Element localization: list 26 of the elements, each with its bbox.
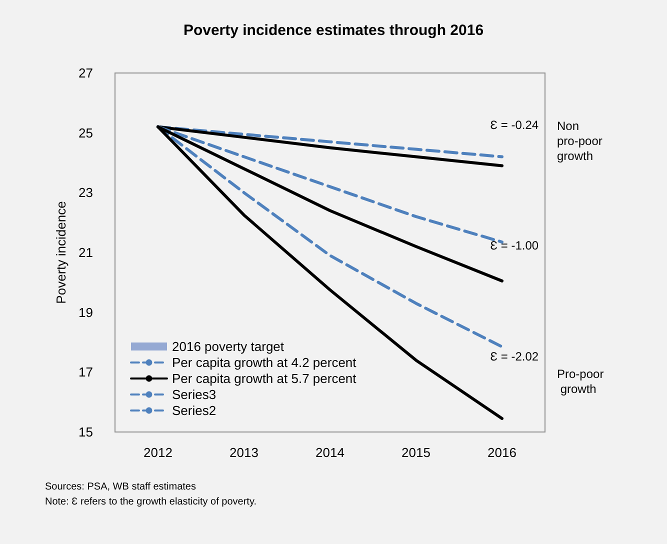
text: Note: Ɛ refers to the growth elasticity of poverty. [45, 496, 256, 508]
y-axis-title: Poverty incidence [54, 201, 69, 304]
y-tick-label: 19 [78, 304, 93, 320]
x-tick-label: 2016 [488, 445, 516, 460]
x-tick-label: 2014 [316, 445, 344, 460]
legend-label: Series2 [172, 403, 216, 418]
annotation: Ɛ = -1.00 [490, 238, 539, 252]
text: Non pro-poor growth [557, 119, 606, 164]
legend-label: Per capita growth at 5.7 percent [172, 371, 357, 386]
y-tick-label: 15 [78, 424, 93, 440]
annotation: Ɛ = -2.02 [490, 350, 539, 364]
legend-label: 2016 poverty target [172, 339, 284, 354]
legend-label: Per capita growth at 4.2 percent [172, 355, 357, 370]
x-tick-label: 2015 [402, 445, 430, 460]
annotation: Ɛ = -0.24 [490, 118, 539, 132]
y-tick-label: 27 [78, 66, 93, 80]
y-tick-label: 23 [78, 185, 93, 200]
y-tick-label: 21 [78, 245, 93, 260]
text: Pro-poor growth [557, 367, 604, 396]
x-tick-label: 2012 [144, 445, 172, 460]
y-tick-label: 17 [78, 364, 93, 380]
chart-title: Poverty incidence estimates through 2016 [183, 22, 484, 39]
legend-label: Series3 [172, 387, 216, 402]
x-tick-label: 2013 [230, 445, 258, 460]
source-note: Sources: PSA, WB staff estimates [45, 482, 196, 492]
y-tick-label: 25 [78, 125, 93, 140]
